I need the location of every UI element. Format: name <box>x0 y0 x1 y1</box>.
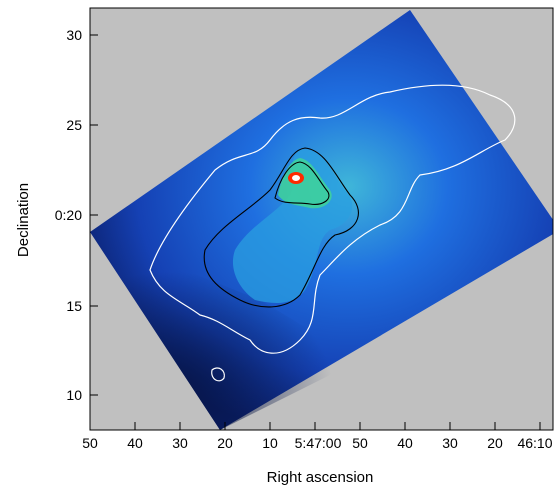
x-tick-label: 50 <box>82 435 98 451</box>
x-tick-label: 30 <box>172 435 188 451</box>
y-tick-label: 25 <box>66 117 82 133</box>
y-ticks <box>90 34 98 396</box>
x-ticks <box>89 422 541 430</box>
contour-inner-2 <box>274 161 330 205</box>
contour-inner-1 <box>203 147 359 308</box>
x-tick-label: 20 <box>217 435 233 451</box>
x-tick-label: 50 <box>352 435 368 451</box>
y-tick-label: 15 <box>66 298 82 314</box>
contour-outer-islet <box>211 367 225 382</box>
y-tick-label: 10 <box>66 387 82 403</box>
peak-inner <box>292 175 300 181</box>
x-tick-label: 20 <box>487 435 503 451</box>
x-tick-label: 5:47:00 <box>295 435 342 451</box>
plot-frame <box>89 7 554 431</box>
x-tick-label: 30 <box>442 435 458 451</box>
y-tick-label: 30 <box>66 27 82 43</box>
y-axis-title: Declination <box>15 183 32 257</box>
core-green <box>278 158 332 209</box>
x-tick-label: 40 <box>127 435 143 451</box>
x-tick-label: 40 <box>397 435 413 451</box>
x-axis-title: Right ascension <box>267 469 374 486</box>
contour-outer <box>149 84 516 354</box>
x-tick-label: 10 <box>262 435 278 451</box>
dark-lower-region <box>90 232 360 430</box>
y-tick-label: 0:20 <box>55 207 82 223</box>
x-tick-label: 46:10 <box>517 435 552 451</box>
